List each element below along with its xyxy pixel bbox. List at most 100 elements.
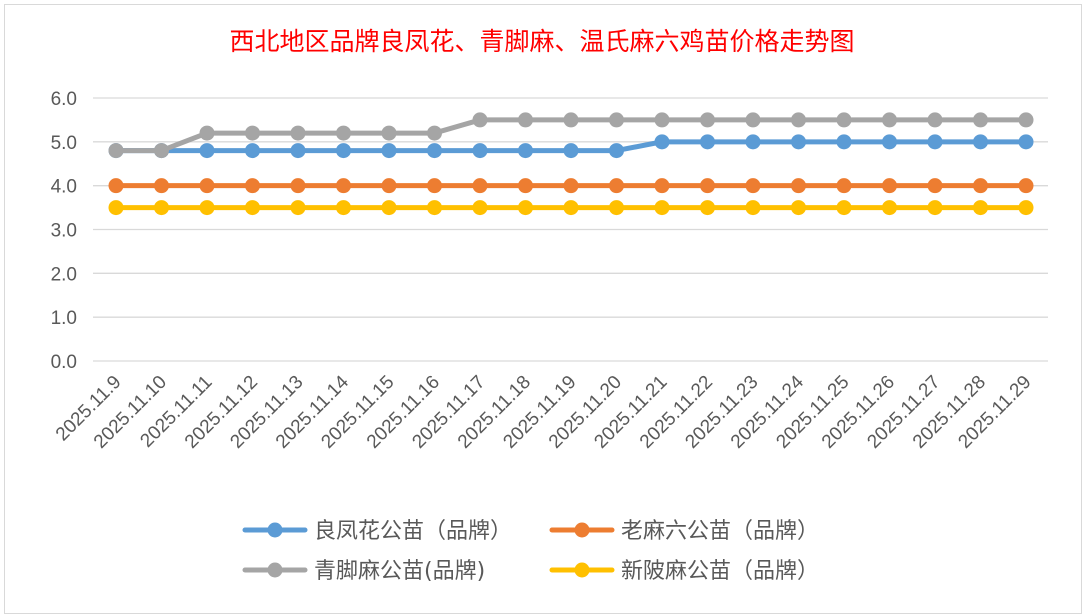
- data-point: [745, 178, 761, 194]
- data-point: [927, 112, 943, 128]
- data-point: [154, 143, 169, 159]
- data-point: [973, 178, 988, 194]
- data-point: [245, 125, 260, 141]
- data-point: [700, 112, 715, 128]
- data-point: [427, 143, 442, 159]
- data-point: [927, 134, 943, 150]
- series-2: [108, 112, 1034, 159]
- data-point: [609, 143, 624, 159]
- data-point: [108, 143, 124, 159]
- data-point: [381, 200, 397, 216]
- data-point: [791, 134, 806, 150]
- data-point: [1018, 200, 1034, 216]
- data-point: [836, 200, 852, 216]
- data-point: [108, 200, 124, 216]
- y-tick-label: 6.0: [51, 89, 77, 110]
- data-point: [609, 200, 624, 216]
- legend-item[interactable]: 老麻六公苗（品牌）: [549, 519, 819, 544]
- data-point: [472, 112, 488, 128]
- legend-label: 新陂麻公苗（品牌）: [621, 559, 819, 584]
- legend-item[interactable]: 良凤花公苗（品牌）: [242, 519, 512, 544]
- data-point: [609, 178, 624, 194]
- data-point: [427, 200, 442, 216]
- data-point: [336, 200, 351, 216]
- data-point: [882, 112, 897, 128]
- legend-marker-icon: [574, 562, 590, 578]
- legend-label: 良凤花公苗（品牌）: [314, 519, 512, 544]
- data-point: [427, 125, 442, 141]
- data-point: [154, 178, 169, 194]
- data-point: [381, 125, 397, 141]
- data-point: [381, 178, 397, 194]
- data-point: [245, 200, 260, 216]
- data-point: [472, 143, 488, 159]
- data-point: [199, 143, 215, 159]
- data-point: [108, 178, 124, 194]
- data-point: [336, 143, 351, 159]
- legend-marker-icon: [267, 522, 283, 538]
- data-point: [245, 178, 260, 194]
- data-point: [427, 178, 442, 194]
- data-point: [199, 178, 215, 194]
- data-point: [518, 143, 533, 159]
- data-point: [1018, 178, 1034, 194]
- data-point: [836, 112, 852, 128]
- data-point: [882, 200, 897, 216]
- data-point: [199, 200, 215, 216]
- data-point: [518, 200, 533, 216]
- data-point: [745, 200, 761, 216]
- legend-item[interactable]: 新陂麻公苗（品牌）: [549, 559, 819, 584]
- data-point: [290, 125, 306, 141]
- y-tick-label: 3.0: [51, 221, 77, 242]
- data-point: [882, 134, 897, 150]
- data-point: [654, 112, 670, 128]
- legend-item[interactable]: 青脚麻公苗(品牌): [242, 559, 485, 584]
- y-tick-label: 5.0: [51, 133, 77, 154]
- y-tick-label: 4.0: [51, 177, 77, 198]
- data-point: [882, 178, 897, 194]
- data-point: [518, 178, 533, 194]
- data-point: [290, 200, 306, 216]
- data-point: [290, 143, 306, 159]
- data-point: [563, 112, 579, 128]
- data-point: [700, 134, 715, 150]
- data-point: [700, 200, 715, 216]
- data-point: [563, 200, 579, 216]
- data-point: [791, 112, 806, 128]
- series-3: [108, 200, 1034, 216]
- data-point: [973, 200, 988, 216]
- data-point: [745, 134, 761, 150]
- data-point: [199, 125, 215, 141]
- y-tick-label: 2.0: [51, 264, 77, 285]
- data-point: [791, 200, 806, 216]
- data-point: [472, 200, 488, 216]
- data-point: [745, 112, 761, 128]
- data-point: [290, 178, 306, 194]
- data-point: [336, 178, 351, 194]
- data-point: [1018, 112, 1034, 128]
- chart-frame: [4, 4, 1082, 614]
- chart-title: 西北地区品牌良凤花、青脚麻、温氏麻六鸡苗价格走势图: [229, 27, 854, 56]
- legend-label: 青脚麻公苗(品牌): [314, 559, 485, 584]
- data-point: [154, 200, 169, 216]
- data-point: [973, 112, 988, 128]
- data-point: [927, 178, 943, 194]
- y-tick-label: 1.0: [51, 308, 77, 329]
- legend-marker-icon: [267, 562, 283, 578]
- data-point: [836, 178, 852, 194]
- data-point: [1018, 134, 1034, 150]
- legend-marker-icon: [574, 522, 590, 538]
- series-1: [108, 178, 1034, 194]
- data-point: [654, 178, 670, 194]
- legend-label: 老麻六公苗（品牌）: [621, 519, 819, 544]
- data-point: [927, 200, 943, 216]
- data-point: [563, 178, 579, 194]
- data-point: [381, 143, 397, 159]
- data-point: [518, 112, 533, 128]
- data-point: [836, 134, 852, 150]
- data-point: [654, 200, 670, 216]
- data-point: [700, 178, 715, 194]
- data-point: [563, 143, 579, 159]
- y-tick-label: 0.0: [51, 352, 77, 373]
